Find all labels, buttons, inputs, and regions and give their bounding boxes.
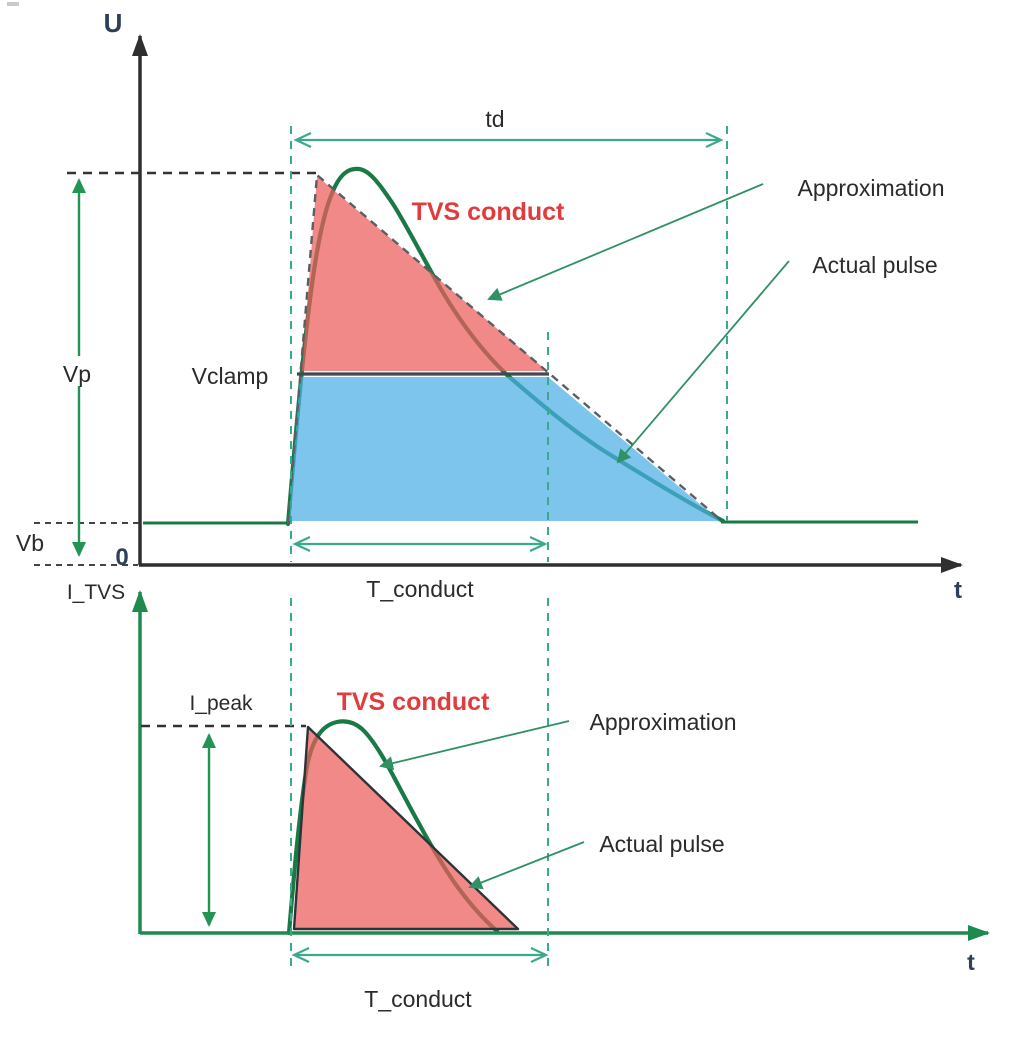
bottom-approximation-outline bbox=[292, 725, 520, 931]
top-y-axis-label: U bbox=[104, 8, 123, 38]
vb-label: Vb bbox=[16, 530, 44, 556]
bottom-tvs-conduct-region bbox=[295, 728, 517, 928]
td-label: td bbox=[485, 106, 504, 132]
bottom-approximation-label: Approximation bbox=[589, 709, 736, 735]
ipeak-label: I_peak bbox=[189, 692, 253, 715]
origin-label: 0 bbox=[115, 544, 128, 571]
bottom-tvs-conduct-label: TVS conduct bbox=[337, 688, 490, 716]
bottom-x-axis-label: t bbox=[967, 949, 975, 975]
top-approximation-label: Approximation bbox=[797, 175, 944, 201]
top-tvs-conduct-label: TVS conduct bbox=[412, 198, 565, 226]
vp-label-backing bbox=[56, 356, 100, 386]
top-tvs-conduct-region bbox=[302, 176, 547, 371]
top-below-clamp-region bbox=[289, 377, 720, 521]
top-approximation-leader-arrow bbox=[487, 183, 764, 301]
top-approximation-outline bbox=[286, 173, 723, 524]
bottom-current-plot bbox=[132, 590, 990, 971]
top-actual-pulse-leader-arrow bbox=[616, 260, 790, 464]
top-voltage-plot bbox=[34, 34, 963, 573]
top-t-conduct-label: T_conduct bbox=[366, 576, 474, 602]
top-x-axis-label: t bbox=[954, 577, 962, 604]
bottom-actual-pulse-label: Actual pulse bbox=[599, 831, 724, 857]
bottom-actual-pulse-leader-arrow bbox=[468, 841, 585, 890]
bottom-approximation-leader-arrow bbox=[379, 720, 570, 771]
bottom-y-axis-label: I_TVS bbox=[67, 581, 125, 604]
top-actual-pulse-label: Actual pulse bbox=[812, 252, 937, 278]
vp-label: Vp bbox=[63, 361, 91, 387]
vclamp-label: Vclamp bbox=[192, 363, 269, 389]
bottom-t-conduct-label: T_conduct bbox=[364, 986, 472, 1012]
